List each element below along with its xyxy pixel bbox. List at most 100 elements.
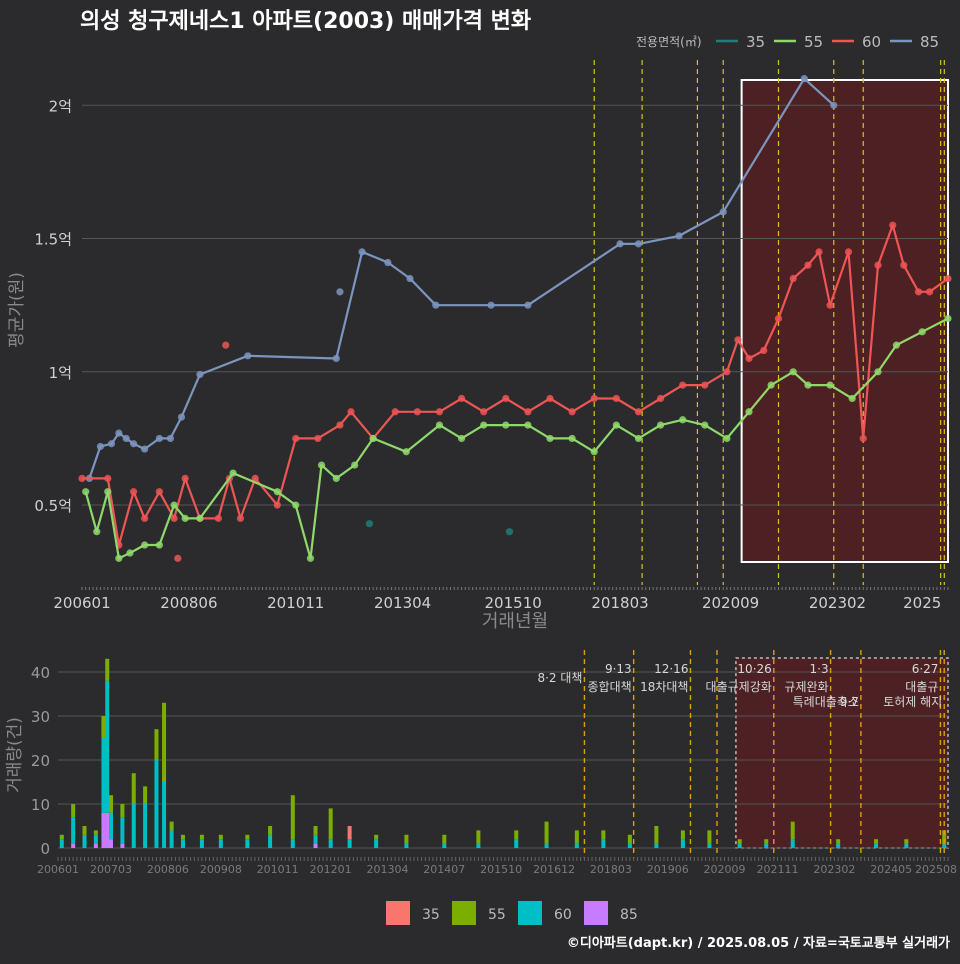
bar-segment-55	[790, 821, 795, 840]
data-point	[487, 301, 495, 309]
bar-segment-55	[328, 808, 333, 840]
data-point	[859, 434, 867, 443]
legend-label: 60	[554, 907, 572, 923]
data-point	[457, 434, 466, 443]
bar-segment-55	[737, 839, 742, 844]
bar-segment-60	[680, 839, 685, 848]
bar-2007-02	[105, 658, 110, 848]
bar-segment-60	[404, 843, 409, 848]
policy-annotation-label: 12·16	[654, 662, 688, 676]
bar-segment-55	[199, 834, 204, 840]
legend-item-85: 85	[584, 901, 638, 925]
data-point	[413, 408, 421, 416]
bar-segment-60	[764, 843, 769, 848]
data-point	[826, 301, 834, 309]
policy-annotation-label: 9·13	[605, 662, 632, 676]
data-point	[844, 248, 853, 256]
data-point	[774, 314, 783, 323]
bar-segment-55	[680, 830, 685, 840]
bar-segment-60	[942, 843, 947, 848]
data-point	[616, 240, 624, 248]
bar-segment-60	[707, 843, 712, 848]
data-point	[432, 301, 440, 309]
data-point	[336, 288, 344, 296]
data-point	[107, 440, 116, 448]
data-point	[391, 408, 399, 416]
x-tick-label: 202302	[809, 594, 866, 612]
bar-segment-55	[71, 804, 76, 818]
bar-segment-60	[313, 834, 318, 844]
data-point	[789, 274, 797, 283]
data-point	[789, 368, 797, 376]
data-point	[141, 514, 149, 522]
data-point	[612, 421, 620, 429]
data-point	[155, 434, 163, 443]
policy-annotation-label: 규제완화	[784, 680, 828, 694]
bottom-policy-lines	[583, 650, 945, 858]
data-point	[767, 381, 775, 389]
data-point	[590, 448, 598, 456]
bar-segment-60	[82, 834, 87, 848]
bar-segment-60	[654, 843, 659, 848]
data-point	[332, 354, 340, 363]
data-point	[568, 408, 576, 416]
legend-item-60: 60	[518, 901, 572, 925]
bar-2021-01	[737, 839, 742, 848]
policy-annotation-label: 18차대책	[640, 679, 688, 694]
data-point	[826, 381, 834, 389]
bar-segment-60	[514, 839, 519, 848]
y-tick-label: 40	[31, 664, 50, 682]
bar-2009-08	[218, 834, 223, 848]
bar-segment-55	[544, 821, 549, 844]
bar-2007-01	[101, 716, 106, 848]
data-point	[93, 528, 101, 536]
data-point	[612, 394, 620, 403]
data-point	[889, 221, 897, 229]
bar-segment-60	[218, 839, 223, 848]
legend-swatch	[518, 901, 542, 925]
bar-2023-03	[836, 839, 841, 848]
bar-segment-55	[476, 830, 481, 844]
legend-item-85: 85	[890, 33, 939, 51]
x-tick-label: 201011	[267, 594, 324, 612]
bar-2008-03	[154, 729, 159, 848]
bottom-bars-layer	[59, 658, 947, 848]
bar-2011-03	[290, 795, 295, 848]
x-tick-label: 200703	[90, 863, 132, 876]
bar-2024-09	[904, 839, 909, 848]
x-tick-label: 200908	[200, 863, 242, 876]
bar-segment-60	[268, 834, 273, 848]
x-tick-label: 202302	[813, 863, 855, 876]
data-point	[196, 514, 204, 522]
data-point	[435, 421, 444, 429]
y-tick-label: 0.5억	[34, 497, 72, 515]
bar-segment-55	[764, 839, 769, 844]
policy-annotation-label: 특례대출축소	[793, 695, 859, 709]
bar-2013-09	[404, 834, 409, 848]
x-tick-label: 200806	[147, 863, 189, 876]
bar-2013-01	[374, 834, 379, 848]
data-point	[719, 208, 727, 216]
bar-segment-55	[218, 834, 223, 840]
bottom-y-axis-label: 거래량(건)	[5, 717, 25, 793]
bar-segment-60	[476, 843, 481, 848]
data-point	[568, 434, 576, 443]
bar-segment-55	[180, 834, 185, 840]
data-point	[406, 274, 414, 283]
legend-label: 85	[620, 907, 638, 923]
bar-2006-08	[82, 826, 87, 848]
bar-segment-60	[328, 839, 333, 848]
policy-annotation-label: 대출규	[905, 680, 938, 694]
bar-segment-55	[162, 702, 167, 782]
data-point	[815, 248, 823, 256]
bar-segment-60	[120, 817, 125, 844]
data-point	[351, 461, 359, 469]
bar-2021-08	[764, 839, 769, 848]
bar-2020-05	[707, 830, 712, 848]
data-point	[656, 394, 665, 403]
bar-segment-60	[601, 839, 606, 848]
bar-segment-55	[131, 773, 136, 804]
x-tick-label: 202009	[702, 594, 759, 612]
bar-segment-55	[154, 729, 159, 760]
legend-label: 60	[862, 33, 881, 51]
